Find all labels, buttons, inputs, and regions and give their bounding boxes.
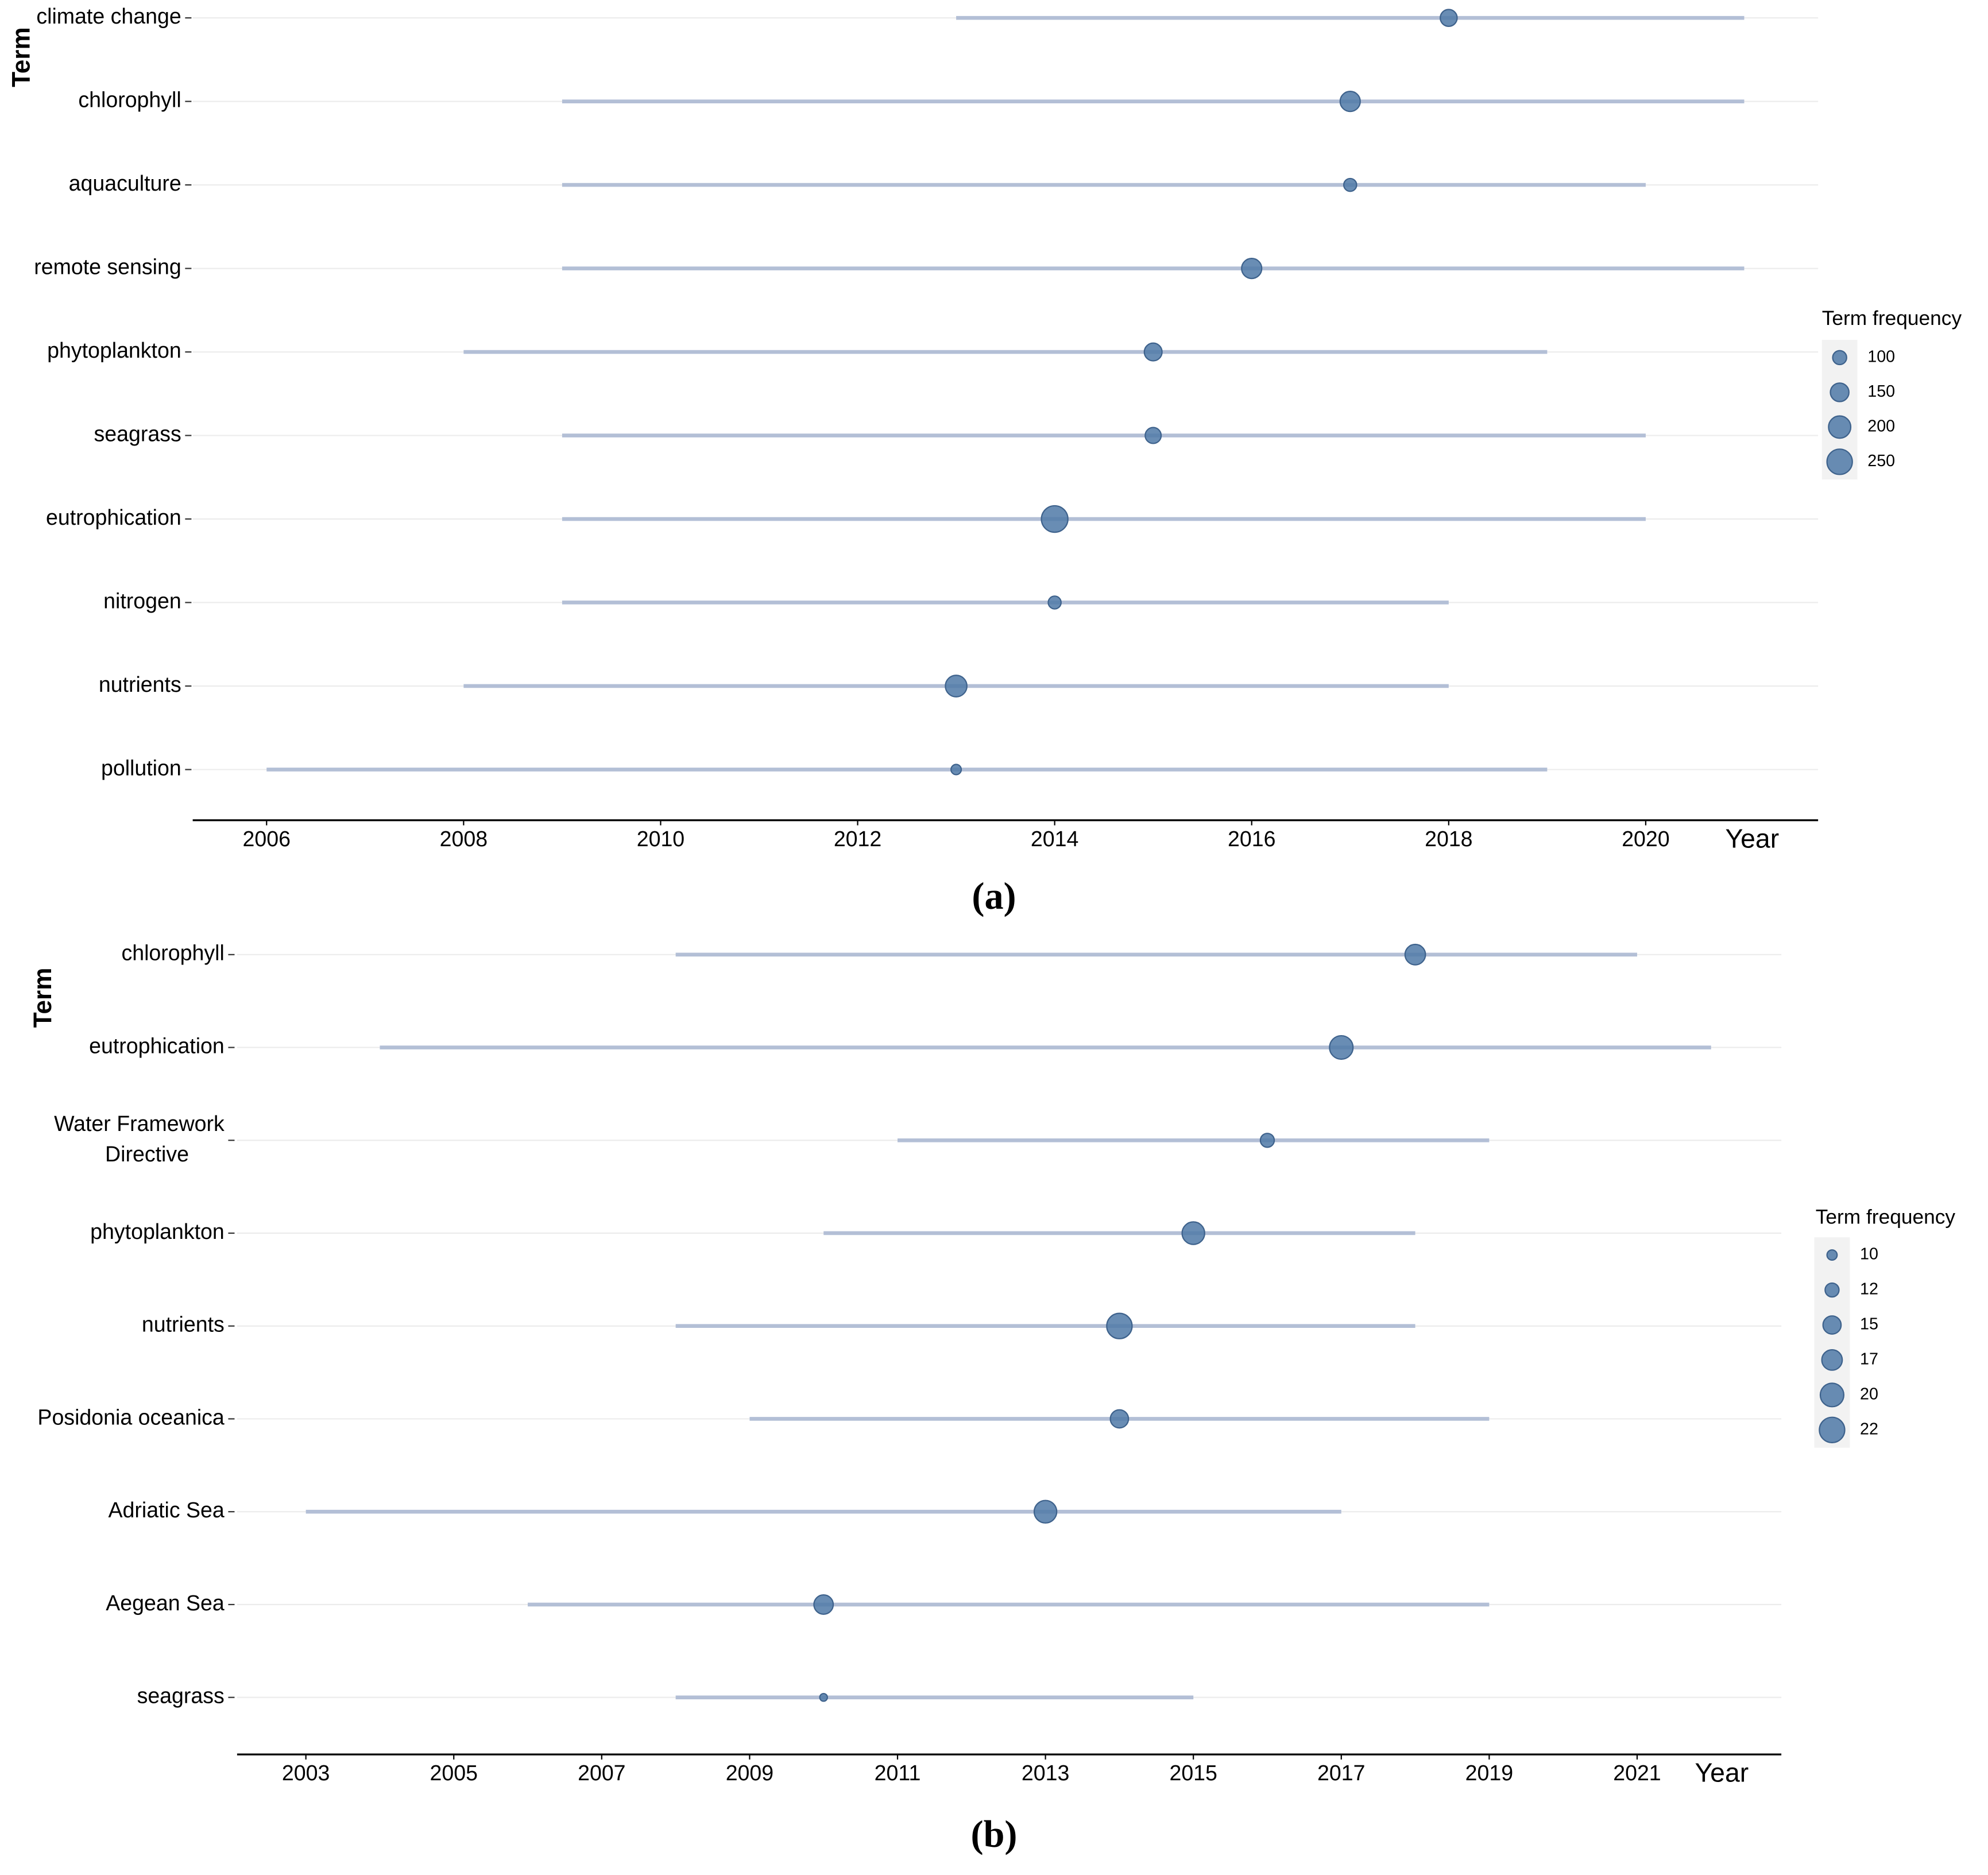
y-tick-label: chlorophyll: [78, 88, 181, 112]
y-tick-label: seagrass: [137, 1684, 225, 1708]
median-dot: [1241, 257, 1263, 280]
median-dot: [1143, 342, 1163, 362]
y-tick-label: pollution: [101, 756, 181, 780]
label-line: Water Framework: [54, 1111, 225, 1136]
y-tick-label: Water Framework Directive: [54, 1111, 225, 1166]
legend-label: 100: [1867, 347, 1895, 366]
median-dot: [1144, 427, 1162, 444]
median-dot: [1404, 943, 1426, 966]
y-tick-label: phytoplankton: [47, 338, 181, 362]
legend-label: 20: [1860, 1385, 1878, 1403]
x-tick-label: 2015: [1169, 1761, 1217, 1785]
label-line: Directive: [105, 1142, 189, 1166]
median-dot: [1033, 1500, 1058, 1524]
median-dot: [1329, 1035, 1354, 1060]
y-tick-label: phytoplankton: [90, 1219, 225, 1243]
y-tick-label: Adriatic Sea: [109, 1498, 225, 1522]
x-tick-label: 2007: [578, 1761, 625, 1785]
median-dot: [1343, 177, 1357, 192]
panel-caption: (a): [972, 875, 1016, 917]
x-tick-label: 2003: [282, 1761, 330, 1785]
legend-dot: [1826, 1249, 1838, 1261]
x-tick-label: 2010: [637, 827, 684, 851]
x-tick-label: 2005: [430, 1761, 478, 1785]
x-axis-title: Year: [1725, 823, 1779, 853]
median-dot: [1041, 505, 1069, 533]
y-tick-label: remote sensing: [34, 254, 181, 278]
legend-dot: [1819, 1416, 1846, 1443]
legend-dot: [1832, 350, 1847, 366]
x-tick-label: 2008: [440, 827, 488, 851]
y-tick-label: eutrophication: [89, 1033, 225, 1057]
x-tick-label: 2016: [1228, 827, 1275, 851]
y-tick-label: nutrients: [142, 1312, 225, 1336]
legend-label: 17: [1860, 1350, 1878, 1368]
legend-label: 200: [1867, 417, 1895, 435]
legend-dot: [1821, 1349, 1843, 1371]
median-dot: [1109, 1409, 1130, 1429]
y-axis-title: Term: [7, 27, 35, 87]
y-tick-label: seagrass: [94, 421, 181, 445]
median-dot: [1047, 595, 1062, 610]
legend-title: Term frequency: [1822, 307, 1962, 330]
median-dot: [1106, 1312, 1133, 1339]
legend-dot: [1819, 1382, 1845, 1408]
legend-dot: [1828, 415, 1852, 439]
legend-label: 10: [1860, 1245, 1878, 1264]
median-dot: [1181, 1221, 1205, 1245]
legend-title: Term frequency: [1816, 1206, 1956, 1228]
y-tick-label: eutrophication: [46, 505, 181, 529]
x-tick-label: 2019: [1465, 1761, 1513, 1785]
x-tick-label: 2006: [243, 827, 291, 851]
y-tick-label: Aegean Sea: [106, 1591, 225, 1615]
legend-dot: [1830, 382, 1850, 402]
x-tick-label: 2017: [1317, 1761, 1365, 1785]
y-tick-label: nitrogen: [103, 588, 181, 613]
y-tick-label: nutrients: [99, 672, 181, 696]
y-tick-label: chlorophyll: [121, 941, 224, 965]
median-dot: [1339, 91, 1361, 113]
y-tick-label: Posidonia oceanica: [37, 1405, 225, 1429]
x-tick-label: 2012: [834, 827, 881, 851]
legend-label: 150: [1867, 382, 1895, 401]
legend-label: 22: [1860, 1420, 1878, 1438]
median-dot: [945, 675, 968, 698]
y-tick-label: climate change: [36, 4, 181, 28]
median-dot: [1259, 1133, 1275, 1148]
x-tick-label: 2009: [726, 1761, 773, 1785]
y-axis-title: Term: [29, 968, 57, 1028]
panel-caption: (b): [971, 1814, 1018, 1855]
median-dot: [950, 764, 962, 776]
legend-dot: [1824, 1282, 1840, 1298]
legend-label: 250: [1867, 452, 1895, 470]
x-tick-label: 2018: [1425, 827, 1472, 851]
x-tick-label: 2013: [1022, 1761, 1069, 1785]
x-axis-title: Year: [1695, 1758, 1749, 1788]
x-tick-label: 2014: [1031, 827, 1078, 851]
legend-label: 12: [1860, 1280, 1878, 1299]
median-dot: [813, 1594, 834, 1615]
x-tick-label: 2011: [875, 1761, 921, 1785]
x-tick-label: 2020: [1622, 827, 1669, 851]
legend-key-bg: [1814, 1237, 1850, 1448]
y-tick-label: aquaculture: [69, 171, 181, 195]
legend-dot: [1826, 448, 1853, 475]
median-dot: [819, 1692, 828, 1702]
x-tick-label: 2021: [1613, 1761, 1661, 1785]
legend-dot: [1822, 1315, 1842, 1335]
median-dot: [1440, 9, 1458, 27]
legend-label: 15: [1860, 1315, 1878, 1334]
